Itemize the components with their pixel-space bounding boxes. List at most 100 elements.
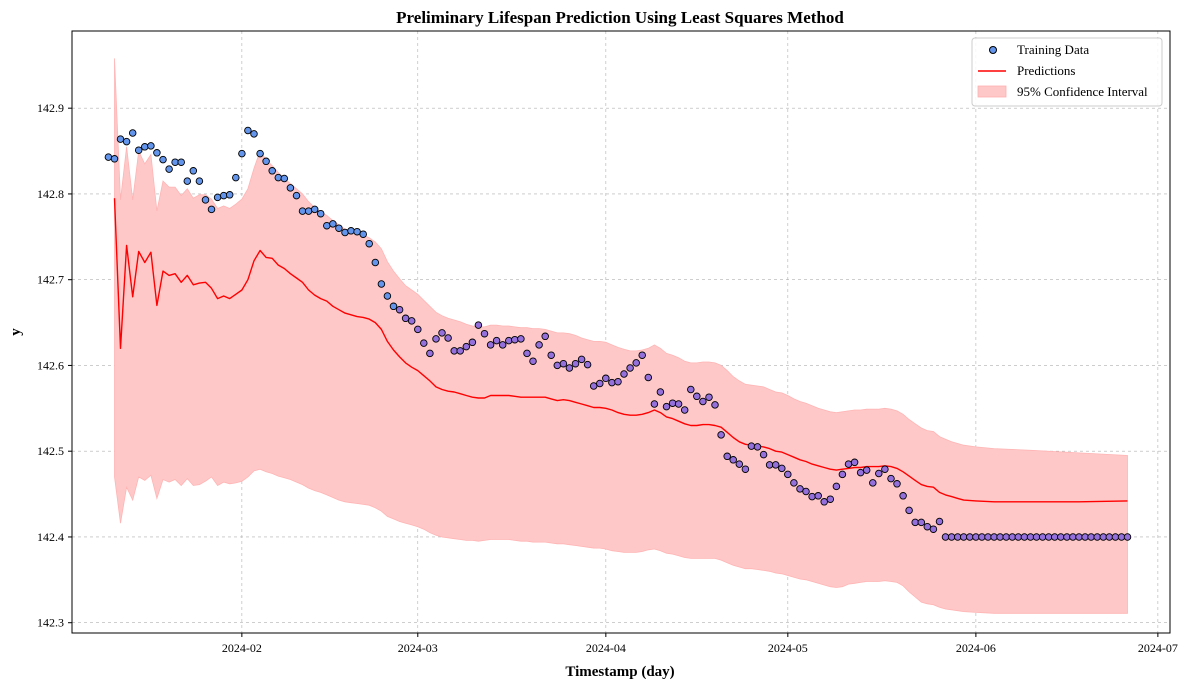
- training-point: [401, 314, 410, 323]
- training-point: [687, 385, 695, 394]
- x-axis-label: Timestamp (day): [565, 664, 674, 680]
- training-point: [1038, 533, 1047, 541]
- training-point: [996, 533, 1004, 541]
- training-point: [153, 149, 161, 157]
- y-tick-label: 142.3: [37, 616, 64, 630]
- training-point: [268, 167, 276, 175]
- training-point: [784, 470, 792, 479]
- training-point: [262, 157, 270, 166]
- training-point: [141, 143, 149, 151]
- training-point: [838, 470, 847, 479]
- training-point: [929, 525, 938, 533]
- training-point: [444, 334, 452, 342]
- training-point: [274, 173, 283, 182]
- legend-swatch-training: [989, 46, 997, 54]
- training-point: [747, 442, 756, 450]
- training-point: [377, 280, 386, 288]
- training-point: [559, 359, 568, 368]
- training-point: [323, 221, 331, 230]
- y-axis-ticks: 142.3 142.4 142.5 142.6 142.7 142.8 142.9: [37, 101, 72, 630]
- training-point: [480, 329, 489, 338]
- x-tick-label: 2024-02: [222, 641, 262, 655]
- confidence-band: [114, 58, 1128, 614]
- y-axis-label: y: [8, 328, 24, 336]
- training-point: [195, 177, 204, 185]
- training-point: [862, 466, 871, 474]
- training-point: [511, 335, 519, 344]
- training-point: [656, 388, 665, 396]
- training-point: [917, 518, 926, 527]
- training-point: [122, 137, 131, 146]
- training-point: [250, 130, 258, 138]
- training-point: [134, 146, 143, 154]
- training-point: [674, 400, 683, 408]
- training-point: [941, 533, 950, 541]
- training-point: [316, 209, 325, 218]
- training-point: [729, 456, 737, 464]
- training-point: [1093, 533, 1101, 541]
- training-point: [723, 452, 731, 461]
- training-point: [359, 230, 367, 238]
- confidence-band-area: [114, 58, 1128, 614]
- training-point: [984, 533, 992, 541]
- training-point: [498, 341, 507, 349]
- training-point: [189, 167, 198, 175]
- training-point: [614, 377, 622, 386]
- training-point: [298, 207, 307, 215]
- training-point: [304, 207, 313, 215]
- training-point: [426, 349, 434, 358]
- legend: Training Data Predictions 95% Confidence…: [971, 37, 1163, 107]
- legend-label-predictions: Predictions: [1017, 63, 1076, 78]
- training-point: [432, 335, 440, 343]
- training-point: [699, 397, 707, 406]
- legend-label-training: Training Data: [1017, 42, 1089, 57]
- training-point: [541, 332, 549, 341]
- training-point: [147, 142, 155, 150]
- training-point: [1087, 533, 1095, 541]
- legend-swatch-ci: [977, 85, 1007, 98]
- training-point: [935, 517, 944, 526]
- training-point: [899, 492, 907, 500]
- training-point: [632, 359, 640, 367]
- training-point: [808, 492, 816, 501]
- training-point: [383, 292, 392, 300]
- training-point: [1105, 533, 1114, 541]
- training-point: [159, 155, 167, 164]
- training-point: [1050, 533, 1059, 541]
- training-point: [128, 129, 137, 137]
- training-point: [802, 487, 810, 496]
- training-point: [371, 258, 380, 267]
- training-point: [310, 205, 319, 214]
- training-point: [474, 321, 483, 329]
- training-point: [183, 177, 192, 185]
- training-point: [638, 351, 646, 359]
- training-point: [602, 374, 610, 383]
- training-point: [765, 461, 774, 469]
- training-point: [486, 341, 495, 349]
- training-point: [238, 149, 246, 158]
- training-point: [735, 460, 744, 468]
- training-point: [881, 465, 889, 473]
- training-point: [911, 518, 919, 527]
- training-point: [589, 382, 598, 390]
- training-point: [959, 533, 968, 541]
- training-point: [680, 406, 689, 414]
- training-point: [177, 158, 185, 166]
- training-point: [462, 342, 471, 351]
- training-series: [104, 126, 1132, 541]
- training-point: [329, 220, 337, 228]
- training-point: [905, 506, 913, 515]
- training-point: [850, 458, 859, 467]
- training-point: [207, 205, 216, 214]
- training-point: [711, 401, 719, 409]
- training-point: [875, 469, 883, 478]
- training-point: [280, 174, 289, 183]
- training-point: [201, 196, 210, 204]
- training-point: [583, 360, 592, 369]
- training-point: [596, 379, 604, 388]
- training-point: [759, 450, 768, 459]
- training-point: [577, 355, 586, 364]
- training-point: [741, 465, 750, 473]
- training-point: [778, 464, 786, 473]
